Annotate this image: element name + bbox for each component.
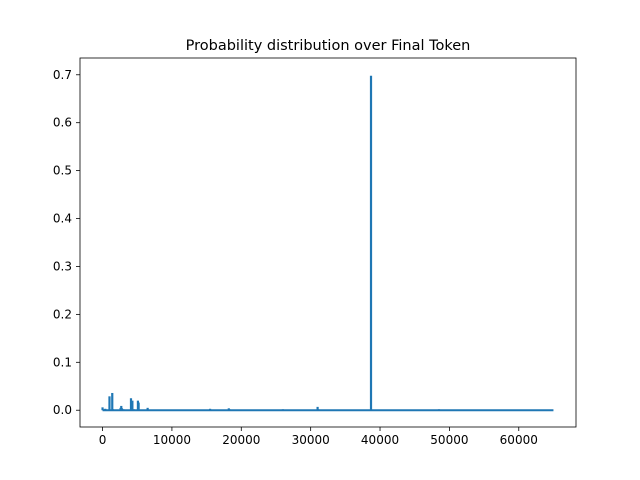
y-tick-label: 0.0 [53,403,72,417]
y-tick-label: 0.2 [53,307,72,321]
y-tick-label: 0.7 [53,68,72,82]
x-axis: 0 10000 20000 30000 40000 50000 60000 [99,427,538,447]
x-tick-label: 60000 [500,433,538,447]
x-tick-label: 50000 [430,433,468,447]
y-tick-label: 0.5 [53,164,72,178]
x-tick-label: 30000 [292,433,330,447]
x-tick-label: 0 [99,433,107,447]
plot-frame [79,57,577,428]
data-series [101,75,554,412]
y-tick-label: 0.6 [53,116,72,130]
y-tick-label: 0.1 [53,355,72,369]
chart-title: Probability distribution over Final Toke… [186,38,471,54]
x-tick-label: 10000 [153,433,191,447]
y-tick-label: 0.4 [53,212,72,226]
y-axis: 0.0 0.1 0.2 0.3 0.4 0.5 0.6 0.7 [53,68,80,417]
y-tick-label: 0.3 [53,259,72,273]
x-tick-label: 40000 [361,433,399,447]
x-tick-label: 20000 [222,433,260,447]
